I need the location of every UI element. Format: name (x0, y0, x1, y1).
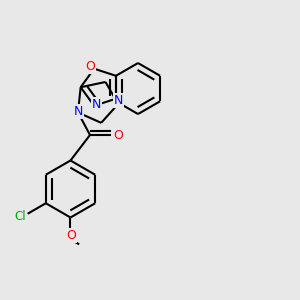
Text: N: N (114, 94, 123, 107)
Text: Cl: Cl (14, 210, 26, 223)
Text: O: O (85, 60, 95, 73)
Text: O: O (66, 229, 76, 242)
Text: N: N (92, 98, 101, 111)
Text: N: N (73, 104, 83, 118)
Text: O: O (114, 128, 123, 142)
